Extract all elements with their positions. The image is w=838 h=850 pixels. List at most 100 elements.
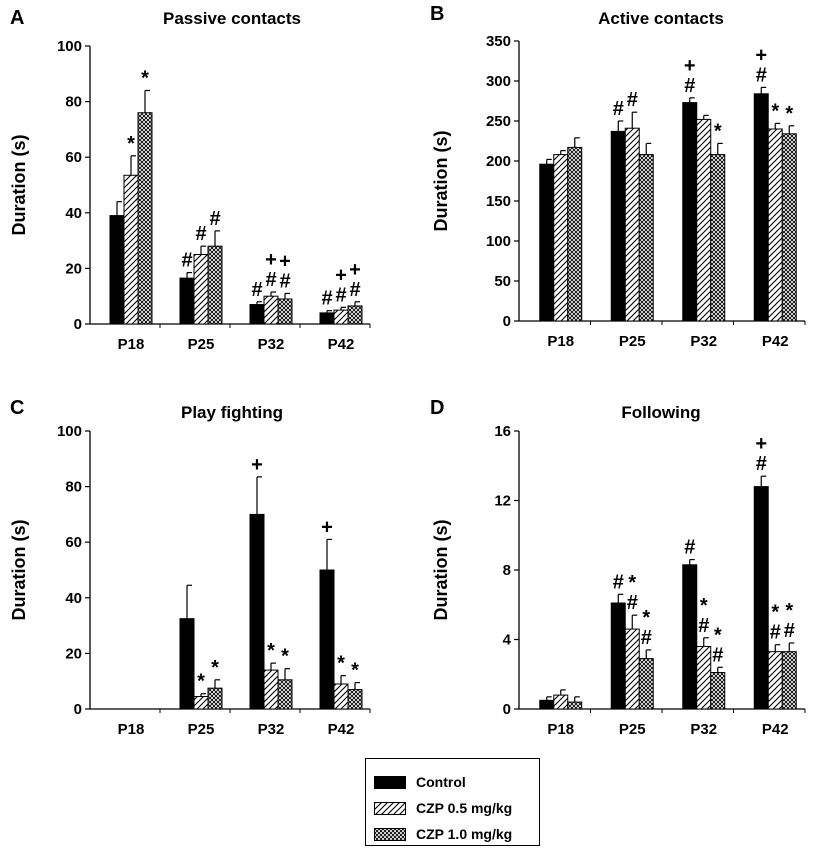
bar bbox=[347, 689, 363, 710]
bar bbox=[137, 112, 153, 325]
bar bbox=[319, 569, 335, 710]
significance-mark: * bbox=[785, 600, 793, 622]
significance-mark: # bbox=[770, 622, 781, 644]
bar bbox=[109, 215, 125, 325]
significance-mark: # bbox=[613, 98, 624, 120]
x-tick-label: P32 bbox=[690, 333, 717, 350]
significance-mark: # bbox=[627, 592, 638, 614]
significance-mark: * bbox=[197, 671, 205, 693]
y-tick-label: 250 bbox=[486, 113, 511, 130]
x-tick-label: P42 bbox=[328, 336, 355, 353]
bar bbox=[753, 93, 769, 322]
significance-mark: # bbox=[279, 270, 290, 292]
bar bbox=[624, 628, 640, 710]
y-tick-label: 20 bbox=[65, 260, 82, 277]
y-tick-label: 12 bbox=[494, 493, 511, 510]
significance-mark: # bbox=[251, 279, 262, 301]
bar bbox=[710, 154, 726, 322]
x-tick-label: P25 bbox=[619, 721, 646, 738]
y-tick-label: 100 bbox=[486, 233, 511, 250]
bar bbox=[767, 651, 783, 710]
significance-mark: # bbox=[641, 627, 652, 649]
legend-swatch-solid bbox=[374, 775, 406, 789]
significance-mark: * bbox=[771, 602, 779, 624]
significance-mark: + bbox=[349, 259, 361, 281]
significance-mark: # bbox=[684, 537, 695, 559]
bar bbox=[333, 309, 349, 325]
bar bbox=[767, 128, 783, 322]
significance-mark: # bbox=[756, 64, 767, 86]
legend-item-control: Control bbox=[374, 771, 539, 793]
legend-swatch-cross bbox=[374, 827, 406, 841]
y-tick-label: 150 bbox=[486, 193, 511, 210]
y-tick-label: 16 bbox=[494, 423, 511, 440]
significance-mark: # bbox=[613, 571, 624, 593]
significance-mark: + bbox=[251, 454, 263, 476]
y-tick-label: 0 bbox=[74, 316, 82, 333]
bar bbox=[567, 146, 583, 322]
bar bbox=[249, 513, 265, 710]
y-tick-label: 350 bbox=[486, 33, 511, 50]
legend-label: CZP 0.5 mg/kg bbox=[416, 800, 513, 816]
y-tick-label: 0 bbox=[503, 313, 511, 330]
significance-mark: * bbox=[714, 120, 722, 142]
significance-mark: # bbox=[321, 288, 332, 310]
chart-panel-c: C Play fighting Duration (s) 0 20 40 60 80 100 P1… bbox=[9, 397, 371, 738]
y-tick-label: 60 bbox=[65, 534, 82, 551]
y-tick-label: 100 bbox=[57, 38, 82, 55]
x-tick-label: P32 bbox=[258, 336, 285, 353]
legend-label: Control bbox=[416, 774, 466, 790]
significance-mark: # bbox=[756, 453, 767, 475]
legend-item-czp-10: CZP 1.0 mg/kg bbox=[374, 823, 539, 845]
significance-mark: # bbox=[181, 250, 192, 272]
significance-mark: * bbox=[628, 572, 636, 594]
bar bbox=[624, 127, 640, 322]
x-tick-label: P18 bbox=[118, 336, 145, 353]
significance-mark: # bbox=[684, 75, 695, 97]
bar bbox=[638, 658, 654, 710]
bar bbox=[781, 133, 797, 322]
y-axis-label: Duration (s) bbox=[9, 519, 29, 620]
significance-mark: * bbox=[785, 103, 793, 125]
chart-panel-a: A Passive contacts Duration (s) 0 20 40 60 80 10… bbox=[9, 7, 371, 353]
significance-mark: # bbox=[195, 223, 206, 245]
bar bbox=[207, 687, 223, 710]
x-tick-label: P32 bbox=[690, 721, 717, 738]
bar bbox=[610, 130, 626, 322]
y-tick-label: 80 bbox=[65, 479, 82, 496]
panel-label: B bbox=[430, 3, 444, 25]
y-tick-label: 200 bbox=[486, 153, 511, 170]
bar bbox=[123, 174, 139, 325]
x-tick-label: P18 bbox=[547, 333, 574, 350]
y-axis-label: Duration (s) bbox=[431, 130, 451, 231]
bar bbox=[682, 102, 698, 322]
chart-panel-b: B Active contacts Duration (s) 0 50 100 150 200… bbox=[430, 3, 806, 350]
bar bbox=[539, 163, 555, 322]
significance-mark: * bbox=[141, 67, 149, 89]
bar bbox=[347, 305, 363, 325]
x-tick-label: P25 bbox=[619, 333, 646, 350]
y-tick-label: 80 bbox=[65, 94, 82, 111]
significance-mark: * bbox=[267, 640, 275, 662]
y-tick-label: 40 bbox=[65, 205, 82, 222]
bar bbox=[553, 154, 569, 322]
significance-mark: * bbox=[337, 653, 345, 675]
x-tick-label: P42 bbox=[762, 721, 789, 738]
x-tick-label: P25 bbox=[188, 336, 215, 353]
bar bbox=[333, 683, 349, 710]
bar bbox=[638, 154, 654, 322]
y-tick-label: 100 bbox=[57, 423, 82, 440]
significance-mark: * bbox=[211, 657, 219, 679]
bar bbox=[319, 312, 335, 325]
bar bbox=[781, 651, 797, 710]
chart-title: Play fighting bbox=[181, 403, 283, 422]
significance-mark: * bbox=[642, 607, 650, 629]
y-tick-label: 60 bbox=[65, 149, 82, 166]
significance-mark: * bbox=[281, 646, 289, 668]
bar bbox=[539, 699, 555, 710]
y-tick-label: 0 bbox=[74, 701, 82, 718]
bar bbox=[193, 254, 209, 325]
significance-mark: + bbox=[755, 44, 767, 66]
y-tick-label: 20 bbox=[65, 645, 82, 662]
